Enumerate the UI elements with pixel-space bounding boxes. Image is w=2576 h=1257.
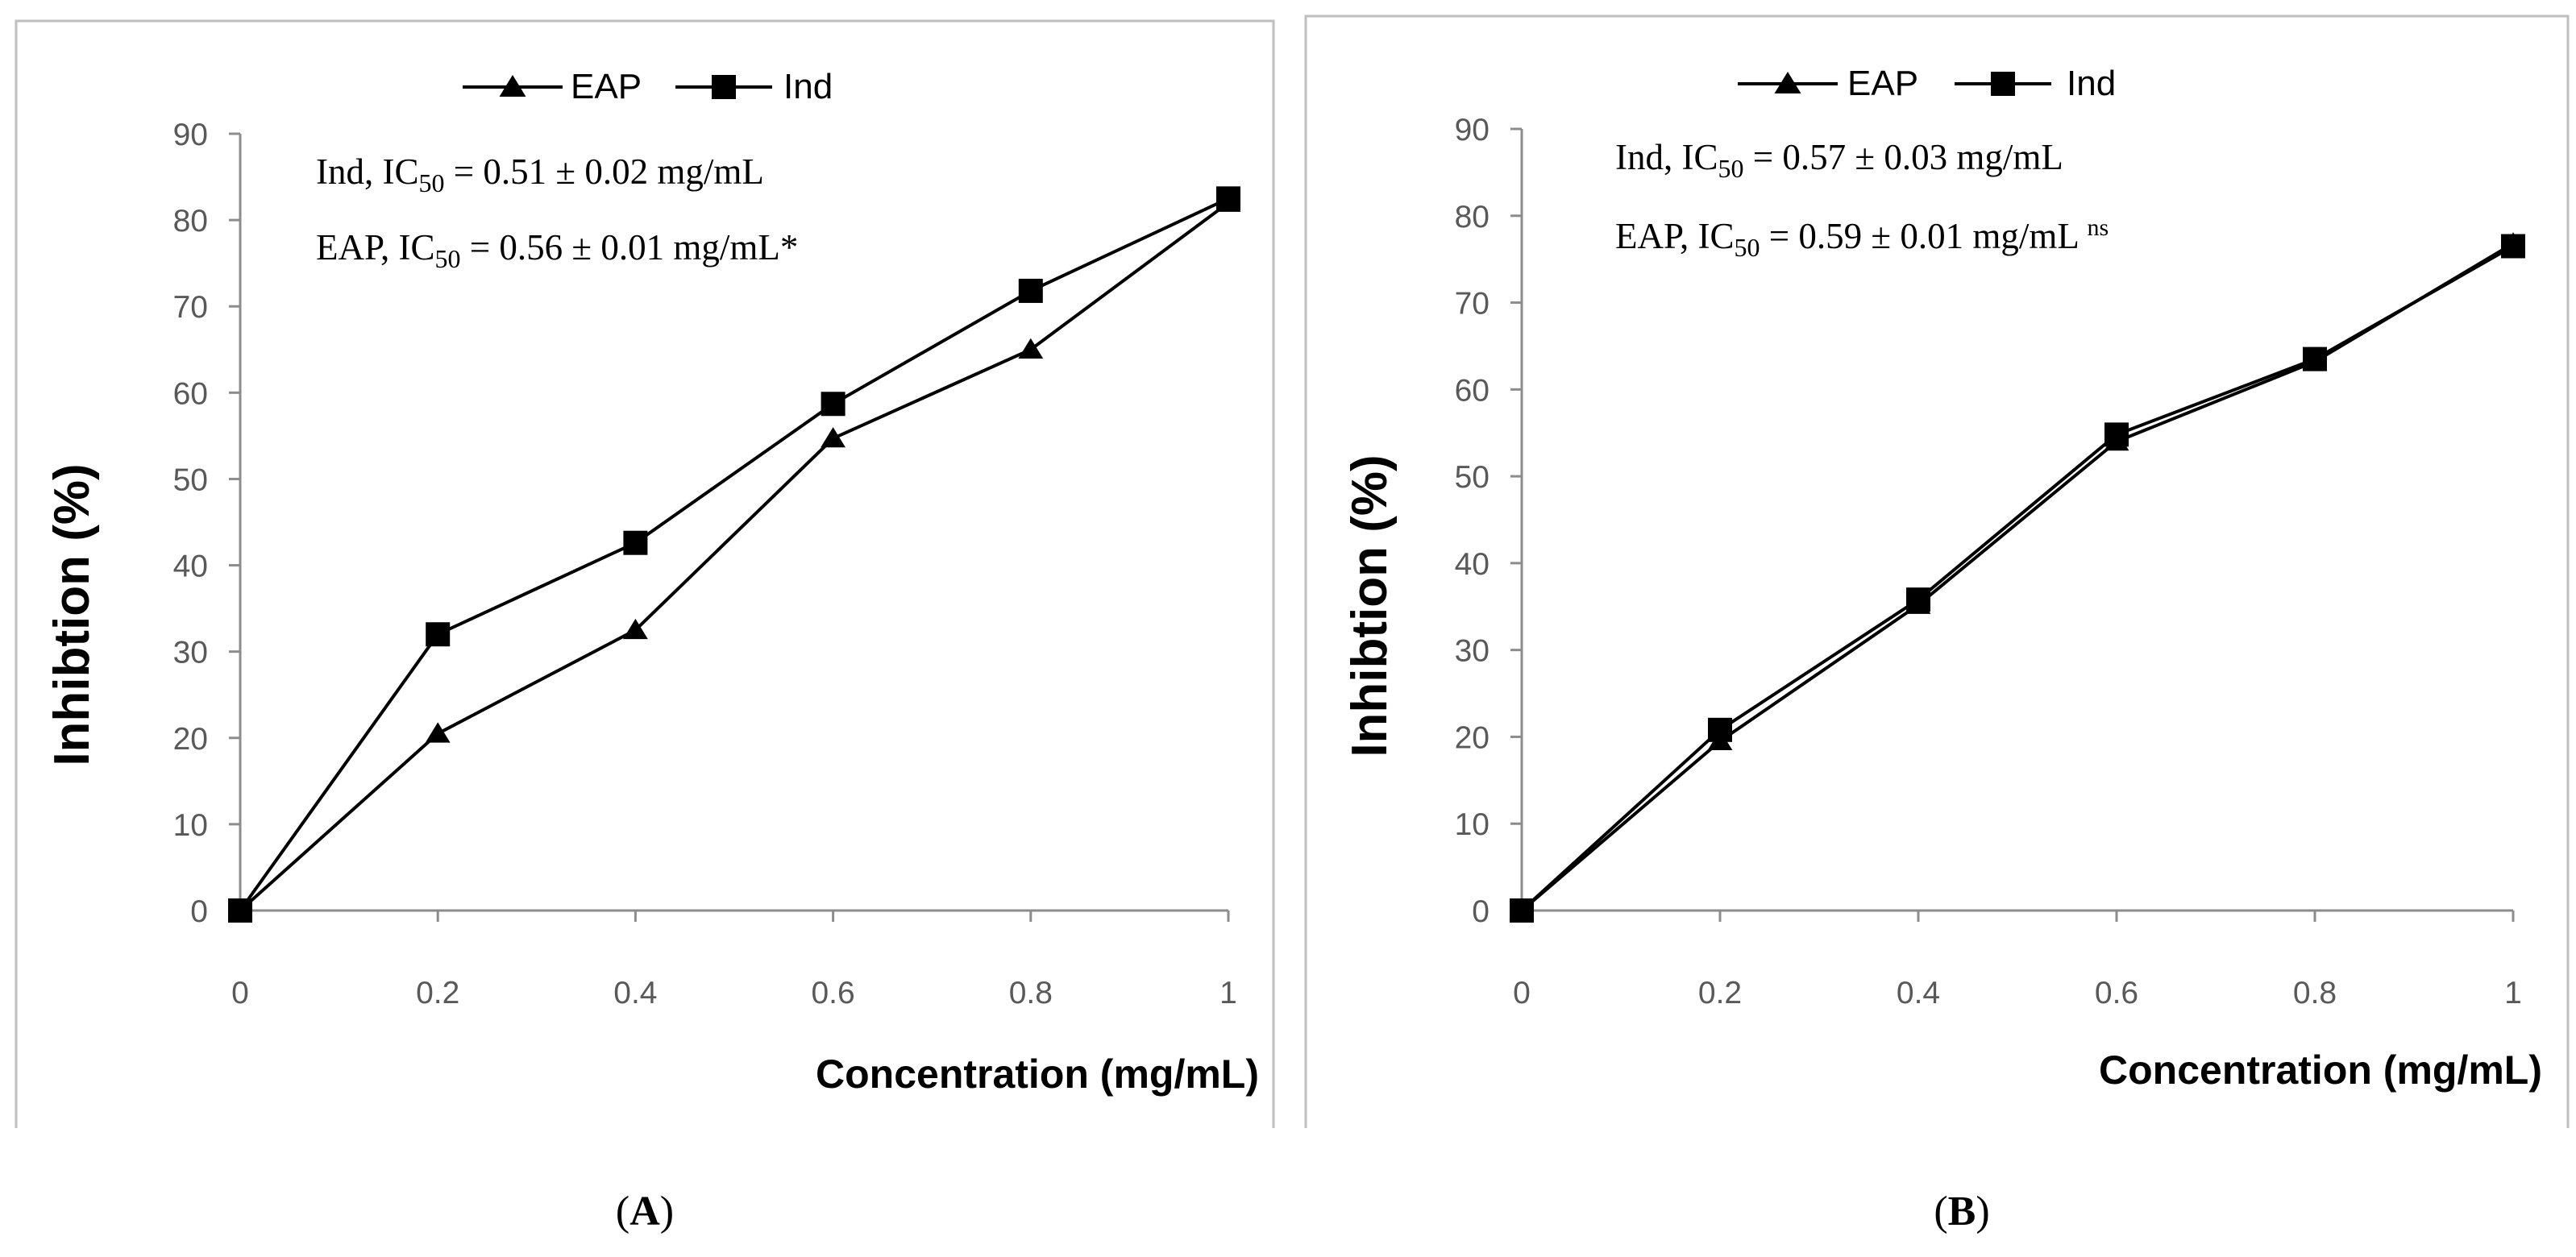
y-tick-label: 30 bbox=[173, 636, 208, 670]
legend-label-eap: EAP bbox=[571, 67, 642, 106]
annotation-suffix: = 0.51 ± 0.02 mg/mL bbox=[445, 151, 764, 192]
annotation-prefix: EAP, IC bbox=[1615, 216, 1735, 256]
data-point-eap bbox=[821, 427, 846, 448]
y-tick-label: 60 bbox=[173, 376, 208, 411]
data-point-ind bbox=[1510, 898, 1534, 923]
y-tick-label: 90 bbox=[173, 118, 208, 152]
legend-label-ind: Ind bbox=[2067, 64, 2116, 103]
panel-a-frame bbox=[15, 19, 1275, 1128]
annotation-prefix: EAP, IC bbox=[316, 227, 435, 268]
x-tick-label: 0.2 bbox=[1698, 976, 1742, 1010]
data-point-ind bbox=[623, 530, 648, 555]
x-tick-label: 0.8 bbox=[1009, 976, 1053, 1010]
annotation-suffix: = 0.57 ± 0.03 mg/mL bbox=[1744, 137, 2063, 177]
data-point-ind bbox=[2501, 234, 2525, 259]
annotation-prefix: Ind, IC bbox=[316, 151, 419, 192]
y-tick-label: 0 bbox=[190, 894, 208, 929]
x-tick-label: 0.4 bbox=[1897, 976, 1940, 1010]
panel-b-frame bbox=[1304, 15, 2570, 1128]
data-point-ind bbox=[2104, 422, 2129, 447]
y-tick-label: 90 bbox=[1455, 113, 1490, 147]
legend-label-eap: EAP bbox=[1847, 64, 1918, 103]
data-point-eap bbox=[425, 722, 451, 743]
data-point-ind bbox=[2303, 346, 2327, 371]
y-tick-label: 10 bbox=[173, 808, 208, 843]
annotation-superscript: ns bbox=[2087, 214, 2109, 241]
x-tick-label: 0.4 bbox=[613, 976, 657, 1010]
panel-label-open: ( bbox=[616, 1189, 629, 1234]
ic50-annotation: Ind, IC50 = 0.57 ± 0.03 mg/mL bbox=[1615, 137, 2063, 183]
legend-label-ind: Ind bbox=[783, 67, 833, 106]
y-tick-label: 50 bbox=[173, 463, 208, 497]
y-tick-label: 30 bbox=[1455, 634, 1490, 669]
data-point-ind bbox=[1708, 717, 1732, 742]
annotation-subscript: 50 bbox=[419, 168, 445, 197]
x-tick-label: 1 bbox=[2504, 976, 2522, 1010]
legend-marker-ind bbox=[1991, 72, 2015, 96]
y-tick-label: 60 bbox=[1455, 373, 1490, 408]
data-point-ind bbox=[1906, 587, 1930, 612]
y-tick-label: 70 bbox=[1455, 287, 1490, 322]
annotation-subscript: 50 bbox=[435, 244, 461, 273]
annotation-subscript: 50 bbox=[1718, 154, 1744, 183]
annotation-prefix: Ind, IC bbox=[1615, 137, 1718, 177]
data-point-ind bbox=[821, 392, 846, 417]
series-line-eap bbox=[1520, 242, 2515, 912]
y-tick-label: 50 bbox=[1455, 460, 1490, 495]
x-axis-title: Concentration (mg/mL) bbox=[816, 1052, 1259, 1097]
chart-panel-b: 0 10 20 30 40 50 60 70 80 90 0 0.2 0.4 0.6 0.8 1 Concent… bbox=[1342, 64, 2542, 1234]
chart-panel-a: 0 10 20 30 40 50 60 70 80 90 0 0.2 0.4 0.6 0.8 1 Concent… bbox=[44, 67, 1259, 1234]
data-point-ind bbox=[1216, 186, 1240, 211]
y-axis-title: Inhibtion (%) bbox=[1342, 454, 1398, 757]
data-point-ind bbox=[1018, 278, 1043, 303]
y-tick-label: 0 bbox=[1472, 894, 1490, 929]
annotation-suffix: = 0.59 ± 0.01 mg/mL bbox=[1760, 216, 2088, 256]
legend: EAP Ind bbox=[463, 67, 833, 106]
panel-label-letter: A bbox=[629, 1189, 660, 1234]
y-tick-label: 40 bbox=[173, 550, 208, 584]
x-tick-label: 0.6 bbox=[811, 976, 854, 1010]
annotation-suffix: = 0.56 ± 0.01 mg/mL* bbox=[461, 227, 799, 268]
legend-marker-eap bbox=[499, 75, 526, 97]
panel-label-letter: B bbox=[1948, 1189, 1976, 1234]
y-tick-label: 80 bbox=[173, 204, 208, 239]
panel-label: (A) bbox=[616, 1189, 674, 1234]
y-tick-label: 20 bbox=[1455, 720, 1490, 755]
x-tick-label: 0 bbox=[231, 976, 249, 1010]
ic50-annotation: Ind, IC50 = 0.51 ± 0.02 mg/mL bbox=[316, 151, 764, 197]
x-axis-title: Concentration (mg/mL) bbox=[2099, 1048, 2542, 1093]
legend: EAP Ind bbox=[1738, 64, 2116, 103]
series-line-ind bbox=[239, 197, 1229, 912]
data-point-eap bbox=[623, 618, 648, 640]
y-tick-label: 40 bbox=[1455, 547, 1490, 582]
series-line-ind bbox=[1520, 244, 2514, 912]
y-axis-title: Inhibtion (%) bbox=[44, 463, 100, 765]
y-tick-label: 20 bbox=[173, 722, 208, 757]
annotation-subscript: 50 bbox=[1735, 233, 1760, 262]
panel-label-open: ( bbox=[1934, 1189, 1947, 1234]
legend-marker-ind bbox=[712, 75, 736, 99]
data-point-ind bbox=[228, 898, 252, 923]
x-tick-label: 1 bbox=[1219, 976, 1237, 1010]
y-tick-label: 70 bbox=[173, 290, 208, 325]
panel-label-close: ) bbox=[660, 1189, 674, 1234]
x-tick-label: 0.8 bbox=[2293, 976, 2337, 1010]
data-point-ind bbox=[426, 622, 451, 647]
y-tick-label: 10 bbox=[1455, 807, 1490, 842]
x-tick-label: 0.2 bbox=[416, 976, 459, 1010]
y-tick-label: 80 bbox=[1455, 200, 1490, 234]
ic50-annotation: EAP, IC50 = 0.59 ± 0.01 mg/mL ns bbox=[1615, 214, 2109, 262]
panel-label-close: ) bbox=[1976, 1189, 1989, 1234]
data-point-eap bbox=[1018, 338, 1044, 359]
legend-marker-eap bbox=[1774, 72, 1801, 93]
x-tick-label: 0.6 bbox=[2095, 976, 2138, 1010]
x-tick-label: 0 bbox=[1513, 976, 1531, 1010]
panel-label: (B) bbox=[1934, 1189, 1989, 1234]
series-line-eap bbox=[239, 201, 1230, 912]
ic50-annotation: EAP, IC50 = 0.56 ± 0.01 mg/mL* bbox=[316, 227, 798, 273]
